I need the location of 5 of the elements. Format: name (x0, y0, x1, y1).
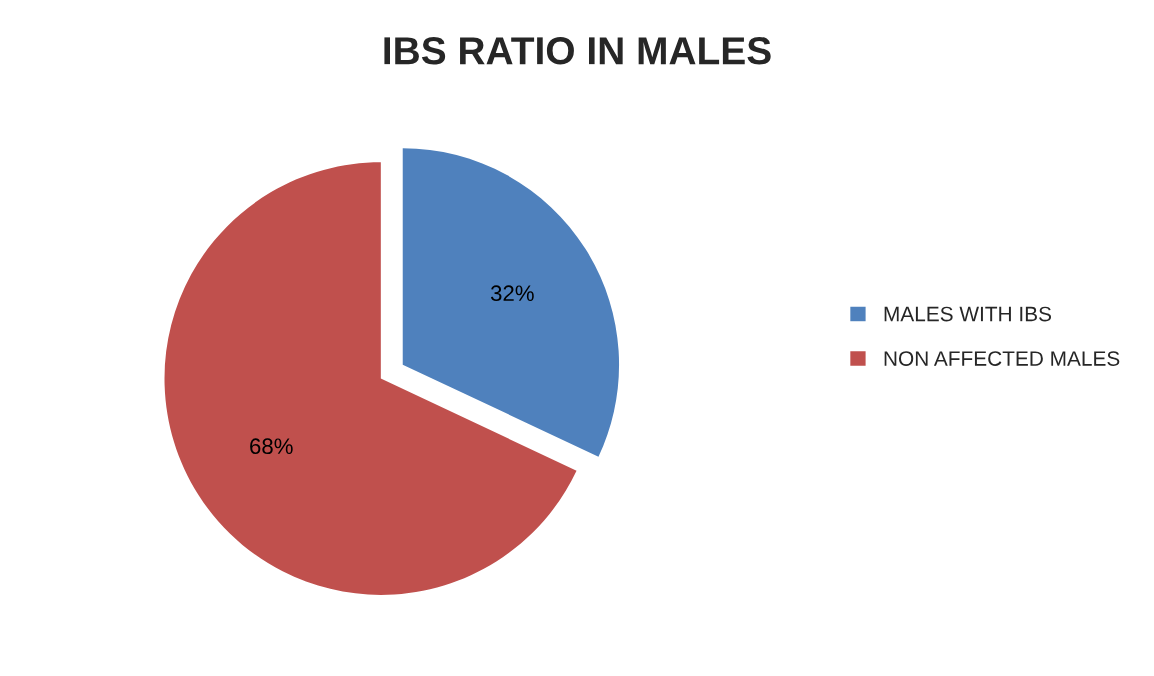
data-label: 32% (490, 285, 534, 302)
chart-title: IBS RATIO IN MALES (384, 36, 771, 65)
legend-label: NON AFFECTED MALES (884, 351, 1120, 366)
legend-label: MALES WITH IBS (884, 306, 1052, 322)
data-label: 68% (250, 438, 293, 455)
